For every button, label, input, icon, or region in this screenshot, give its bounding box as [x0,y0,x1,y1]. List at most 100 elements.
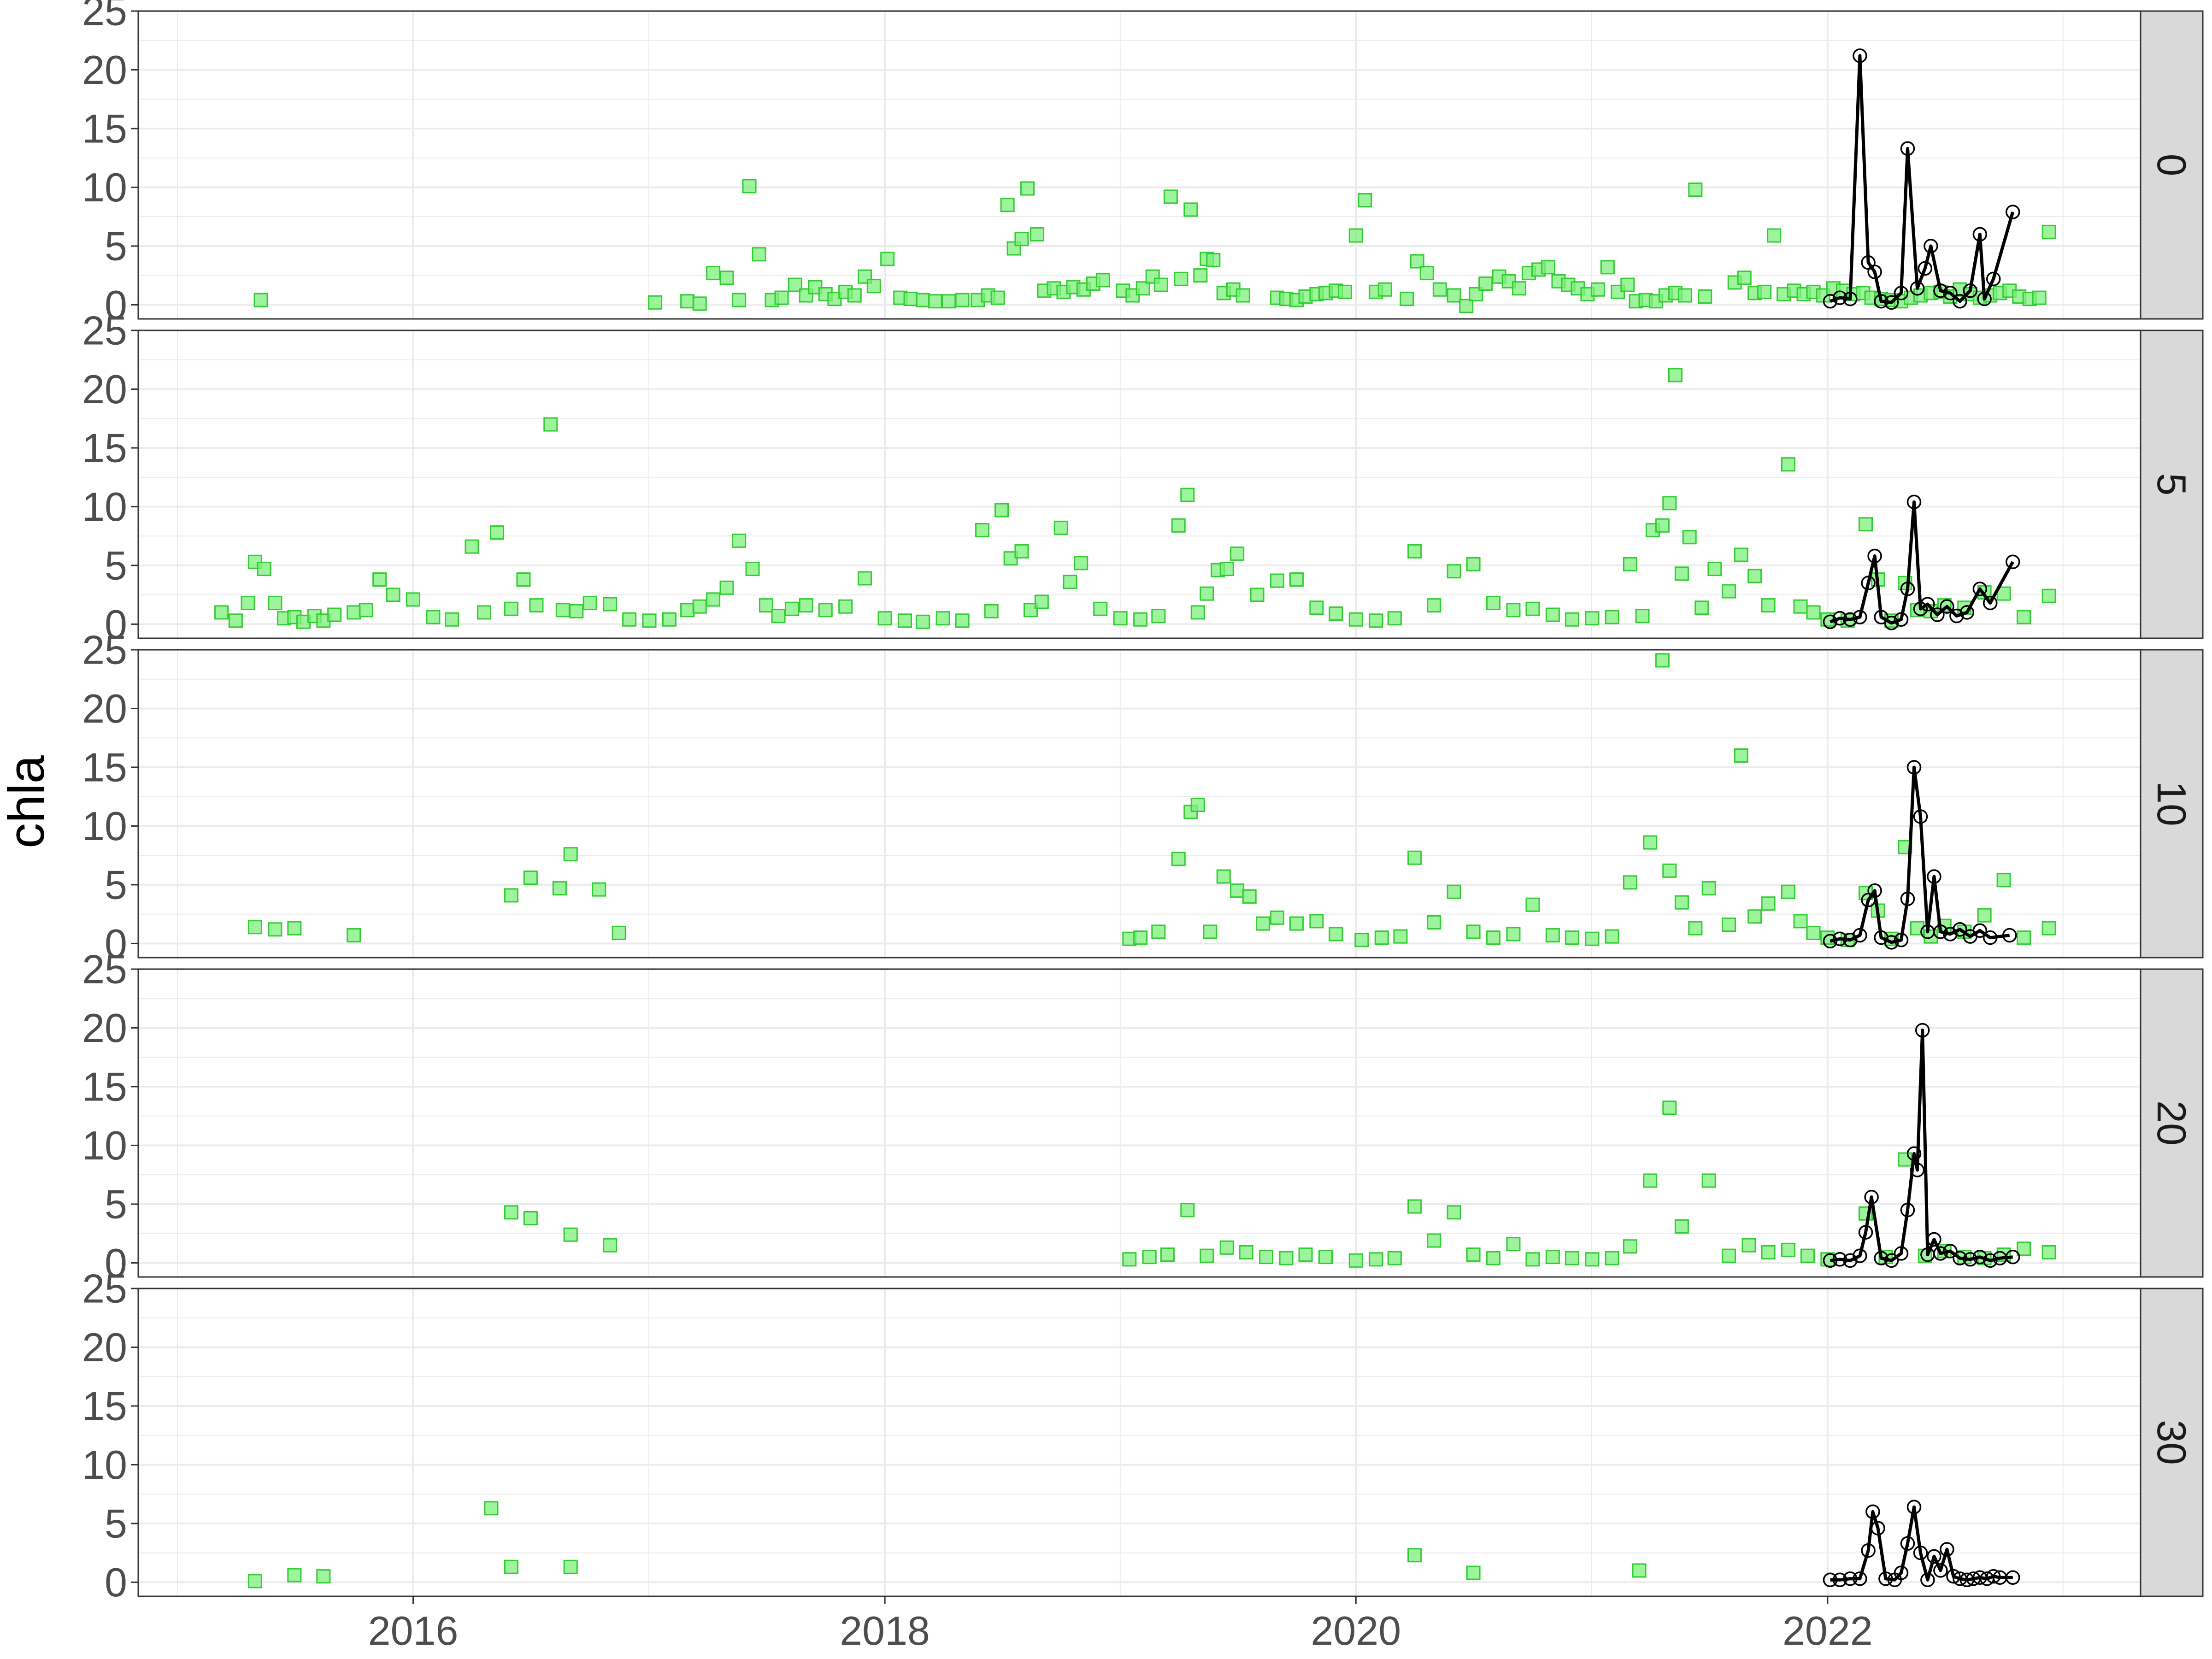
observed-point [984,604,999,618]
forecast-point [1867,883,1882,898]
observed-point [1688,182,1703,197]
observed-point [1053,520,1068,535]
observed-point [1151,609,1166,624]
observed-point [2017,1241,2031,1256]
observed-point [1369,613,1383,628]
facet-panel-5: 5 0 5 10 15 20 25 [82,308,2204,647]
observed-point [752,247,766,262]
forecast-point [1906,1146,1922,1161]
observed-point [1466,1247,1481,1262]
observed-point [916,614,930,629]
panel-background [138,1288,2141,1596]
observed-point [2041,1245,2056,1259]
observed-point [490,525,505,540]
observed-point [1256,916,1271,931]
observed-point [1525,1252,1540,1267]
observed-point [1407,1199,1422,1214]
observed-point [1632,1563,1647,1578]
forecast-point [2002,928,2017,943]
observed-point [1781,1242,1795,1257]
panel-background [138,650,2141,958]
observed-point [327,607,342,622]
observed-point [247,1574,262,1588]
observed-point [1014,232,1029,247]
panels-layer: 0051015202550510152025100510152025200510… [82,0,2204,1605]
observed-point [228,613,243,628]
observed-point [1747,569,1762,583]
observed-point [1193,268,1208,283]
observed-point [1180,1203,1195,1218]
forecast-point [1900,1202,1915,1218]
observed-point [504,1205,518,1220]
observed-point [1270,573,1284,588]
observed-point [582,596,597,611]
observed-point [426,610,441,624]
observed-point [903,292,918,306]
observed-point [1259,1250,1274,1265]
observed-point [1600,260,1615,275]
forecast-point [1861,1543,1876,1558]
observed-point [484,1501,499,1516]
y-tick-label: 15 [82,1064,127,1109]
y-tick-label: 15 [82,1383,127,1429]
observed-point [1674,895,1689,910]
forecast-point [1884,1253,1899,1268]
observed-point [1135,281,1150,296]
observed-point [1374,930,1389,945]
forecast-point [1913,809,1928,824]
y-tick-label: 0 [105,282,127,328]
forecast-point [1858,1225,1873,1240]
y-tick-label: 5 [105,542,127,588]
observed-point [955,293,970,307]
observed-point [2017,930,2031,945]
observed-point [1200,1248,1214,1263]
observed-point [706,266,721,281]
forecast-point [1900,891,1915,906]
observed-point [1898,1152,1912,1167]
observed-point [1063,575,1077,589]
observed-point [1242,889,1257,904]
observed-point [1093,601,1108,616]
observed-point [1800,1248,1815,1263]
forecast-point [1933,1246,1948,1261]
observed-point [1694,600,1709,615]
forecast-point [1943,1244,1958,1259]
forecast-point [1864,1189,1879,1205]
observed-point [1585,1252,1600,1267]
observed-point [642,613,657,628]
forecast-point [1853,1571,1867,1586]
forecast-point [1949,608,1964,624]
observed-point [1219,1240,1234,1255]
observed-point [1369,1252,1383,1267]
observed-point [1605,1251,1619,1265]
forecast-point [1843,612,1858,627]
y-axis-title: chla [0,755,55,848]
observed-point [1512,281,1527,296]
forecast-point [1906,1500,1922,1514]
forecast-point [1884,616,1899,630]
observed-point [1565,612,1579,627]
y-tick-label: 0 [105,601,127,647]
forecast-point [1823,294,1838,309]
forecast-point [1832,931,1847,946]
forecast-point [1900,141,1915,156]
observed-point [1279,1251,1294,1265]
x-axis: 2016 2018 2020 2022 [368,1596,1873,1653]
y-tick-label: 25 [82,308,127,353]
observed-point [1793,599,1808,614]
observed-point [1486,1251,1501,1265]
observed-point [732,293,747,307]
forecast-point [1924,239,1938,253]
observed-point [268,922,282,937]
observed-point [1466,924,1481,939]
y-tick-label: 20 [82,366,127,412]
forecast-point [1963,1252,1978,1267]
y-tick-label: 0 [105,1559,127,1605]
observed-point [1219,562,1234,577]
forecast-point [1874,1251,1888,1265]
observed-point [1348,1253,1363,1268]
facet-strip [2140,968,2204,1278]
forecast-series [1823,760,2017,950]
forecast-point [1832,1572,1847,1588]
forecast-series [1823,1023,2020,1268]
